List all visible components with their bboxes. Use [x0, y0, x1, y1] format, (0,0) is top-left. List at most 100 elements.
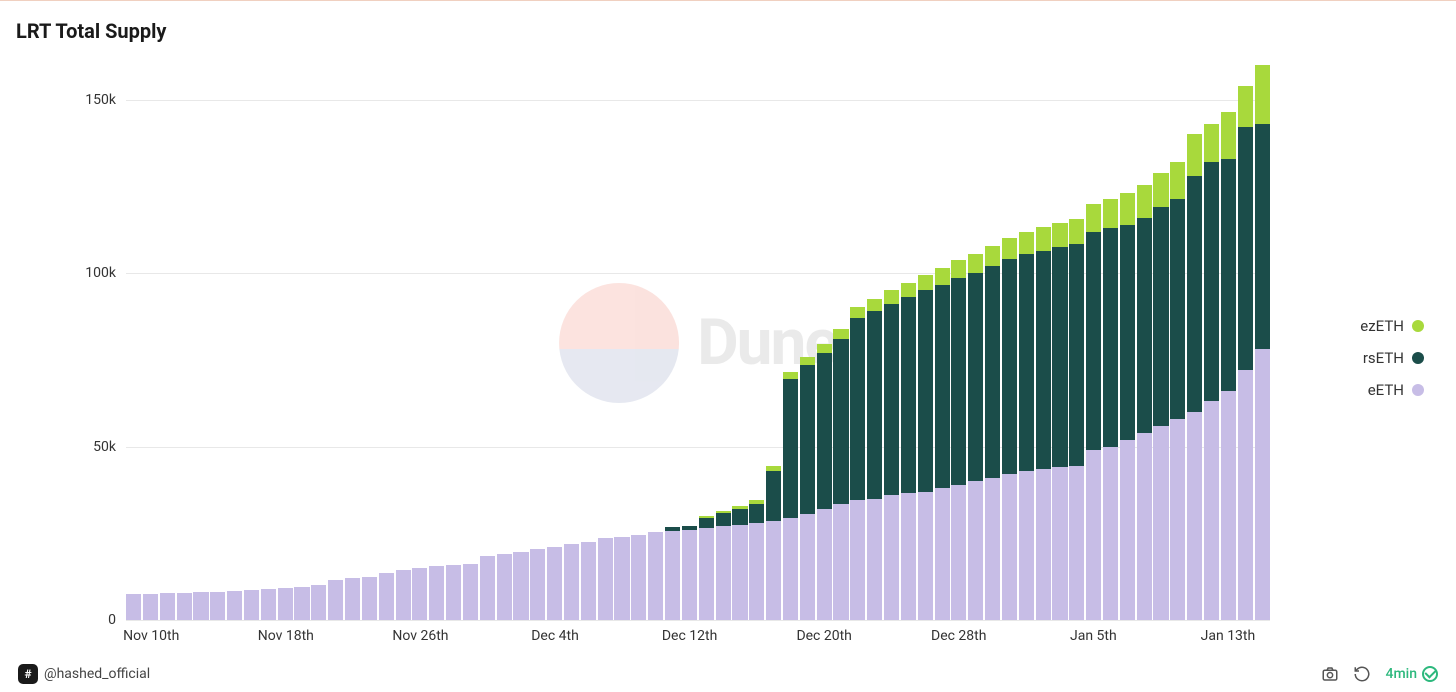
last-updated[interactable]: 4min: [1385, 666, 1438, 682]
bar-column[interactable]: [1187, 65, 1202, 620]
bar-segment-ezETH: [985, 246, 1000, 266]
bar-column[interactable]: [244, 65, 259, 620]
bar-column[interactable]: [278, 65, 293, 620]
bar-column[interactable]: [210, 65, 225, 620]
bar-column[interactable]: [581, 65, 596, 620]
bar-column[interactable]: [1137, 65, 1152, 620]
bar-segment-ezETH: [918, 275, 933, 291]
bar-column[interactable]: [985, 65, 1000, 620]
chart-title: LRT Total Supply: [16, 19, 1440, 43]
bar-column[interactable]: [766, 65, 781, 620]
bar-column[interactable]: [463, 65, 478, 620]
bar-segment-eETH: [648, 532, 663, 620]
bar-segment-eETH: [581, 542, 596, 620]
bar-column[interactable]: [1019, 65, 1034, 620]
screenshot-icon[interactable]: [1321, 665, 1339, 683]
legend-item-ezETH[interactable]: ezETH: [1360, 317, 1424, 335]
bar-segment-ezETH: [1170, 162, 1185, 198]
bar-column[interactable]: [227, 65, 242, 620]
bar-segment-ezETH: [1052, 223, 1067, 247]
bar-segment-eETH: [985, 478, 1000, 620]
bar-column[interactable]: [716, 65, 731, 620]
bar-column[interactable]: [379, 65, 394, 620]
bar-column[interactable]: [1153, 65, 1168, 620]
bar-column[interactable]: [918, 65, 933, 620]
legend-item-rsETH[interactable]: rsETH: [1360, 349, 1424, 367]
bar-column[interactable]: [1170, 65, 1185, 620]
bar-column[interactable]: [345, 65, 360, 620]
bar-segment-rsETH: [985, 266, 1000, 478]
bar-column[interactable]: [261, 65, 276, 620]
bar-column[interactable]: [328, 65, 343, 620]
bar-segment-eETH: [1086, 450, 1101, 620]
bar-column[interactable]: [598, 65, 613, 620]
bar-column[interactable]: [783, 65, 798, 620]
bar-column[interactable]: [1204, 65, 1219, 620]
bar-column[interactable]: [665, 65, 680, 620]
bar-column[interactable]: [564, 65, 579, 620]
bar-column[interactable]: [1255, 65, 1270, 620]
bar-column[interactable]: [817, 65, 832, 620]
bar-column[interactable]: [699, 65, 714, 620]
bar-column[interactable]: [294, 65, 309, 620]
bar-column[interactable]: [631, 65, 646, 620]
bar-segment-rsETH: [716, 513, 731, 526]
bar-column[interactable]: [1120, 65, 1135, 620]
legend-dot-icon: [1412, 352, 1424, 364]
bar-column[interactable]: [867, 65, 882, 620]
bar-column[interactable]: [513, 65, 528, 620]
bar-column[interactable]: [749, 65, 764, 620]
bar-column[interactable]: [396, 65, 411, 620]
author[interactable]: # @hashed_official: [18, 664, 150, 684]
bar-column[interactable]: [648, 65, 663, 620]
bar-column[interactable]: [682, 65, 697, 620]
bar-column[interactable]: [901, 65, 916, 620]
bar-column[interactable]: [311, 65, 326, 620]
bar-segment-ezETH: [1019, 232, 1034, 255]
bar-segment-eETH: [278, 588, 293, 620]
bar-column[interactable]: [1221, 65, 1236, 620]
bar-column[interactable]: [833, 65, 848, 620]
bar-column[interactable]: [1103, 65, 1118, 620]
bar-segment-rsETH: [1103, 228, 1118, 447]
bar-segment-rsETH: [732, 509, 747, 525]
bar-column[interactable]: [1052, 65, 1067, 620]
ytick-label: 150k: [85, 92, 116, 108]
bar-segment-rsETH: [901, 297, 916, 493]
bar-column[interactable]: [362, 65, 377, 620]
bar-column[interactable]: [530, 65, 545, 620]
bar-column[interactable]: [177, 65, 192, 620]
bar-segment-eETH: [850, 500, 865, 620]
bar-column[interactable]: [850, 65, 865, 620]
bar-column[interactable]: [193, 65, 208, 620]
bar-segment-eETH: [783, 518, 798, 620]
bar-column[interactable]: [412, 65, 427, 620]
refresh-icon[interactable]: [1353, 665, 1371, 683]
bar-column[interactable]: [614, 65, 629, 620]
bar-column[interactable]: [1238, 65, 1253, 620]
bar-segment-eETH: [210, 592, 225, 620]
legend-item-eETH[interactable]: eETH: [1360, 381, 1424, 399]
bar-column[interactable]: [1086, 65, 1101, 620]
bar-segment-eETH: [1221, 391, 1236, 620]
bar-column[interactable]: [951, 65, 966, 620]
bar-column[interactable]: [1002, 65, 1017, 620]
bar-column[interactable]: [480, 65, 495, 620]
bar-column[interactable]: [1069, 65, 1084, 620]
bar-column[interactable]: [497, 65, 512, 620]
bar-column[interactable]: [160, 65, 175, 620]
bar-column[interactable]: [935, 65, 950, 620]
bar-column[interactable]: [126, 65, 141, 620]
bar-column[interactable]: [429, 65, 444, 620]
bar-column[interactable]: [1036, 65, 1051, 620]
bar-column[interactable]: [800, 65, 815, 620]
bar-segment-eETH: [749, 523, 764, 620]
bar-column[interactable]: [732, 65, 747, 620]
bar-column[interactable]: [547, 65, 562, 620]
legend-label: ezETH: [1360, 317, 1404, 335]
footer: # @hashed_official 4min: [16, 660, 1440, 684]
bar-column[interactable]: [968, 65, 983, 620]
bar-column[interactable]: [884, 65, 899, 620]
bar-column[interactable]: [143, 65, 158, 620]
bar-column[interactable]: [446, 65, 461, 620]
